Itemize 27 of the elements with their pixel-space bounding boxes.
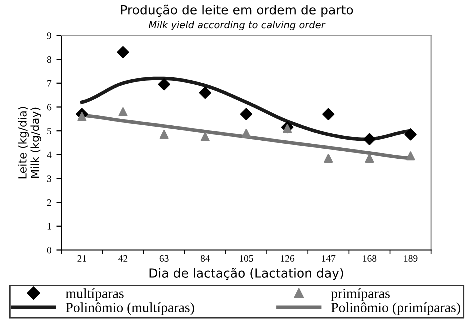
x-tick-label: 63 [160, 255, 169, 262]
chart-subtitle: Milk yield according to calving order [148, 21, 326, 31]
x-axis-title: Dia de lactação (Lactation day) [150, 268, 344, 280]
x-tick-label: 105 [240, 255, 254, 262]
y-tick-label: 4 [47, 152, 52, 158]
x-tick-label: 147 [322, 255, 336, 262]
legend-label: Polinômio (multíparas) [66, 302, 194, 316]
y-tick-label: 5 [48, 128, 52, 135]
x-tick-label: 84 [200, 255, 210, 262]
x-tick-label: 126 [281, 255, 295, 262]
x-tick-label: 189 [404, 255, 418, 262]
y-tick-label: 3 [48, 176, 52, 182]
legend-label: primíparas [331, 288, 390, 302]
y-tick-label: 2 [47, 200, 52, 206]
chart-title: Produção de leite em ordem de parto [121, 4, 354, 18]
y-tick-label: 6 [47, 104, 52, 111]
x-tick-label: 168 [363, 255, 377, 262]
y-axis-title: Leite (kg/dia) Milk (kg/day) [18, 107, 42, 179]
legend-label: multíparas [66, 288, 124, 302]
y-tick-label: 7 [48, 80, 52, 87]
y-tick-label: 1 [48, 223, 52, 230]
y-tick-label: 0 [47, 247, 52, 254]
legend-label: Polinômio (primíparas) [331, 302, 460, 316]
x-tick-label: 21 [78, 255, 86, 262]
x-tick-label: 42 [118, 255, 128, 262]
y-tick-label: 8 [47, 56, 52, 64]
y-tick-label: 9 [47, 32, 52, 40]
